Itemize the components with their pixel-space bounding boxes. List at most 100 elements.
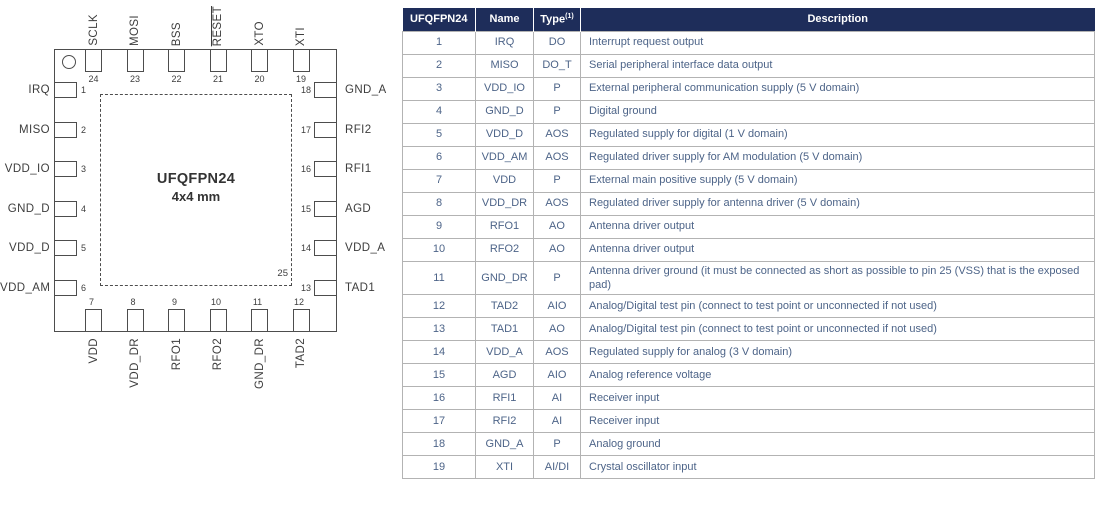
pin-description-cell: Antenna driver ground (it must be connec… [580,260,1095,296]
pin-pad [85,309,102,332]
table-row: 16 RFI1 AI Receiver input [402,386,1095,411]
pin-name-cell: GND_D [475,99,534,124]
pin-label-text: XTI [295,26,307,46]
table-row: 7 VDD P External main positive supply (5 V … [402,168,1095,193]
pin-number-cell: 17 [402,409,476,434]
pin-label: XTO [253,21,267,46]
pin-number: 3 [81,164,87,175]
pin-pad [314,280,337,296]
pin-description-cell: Analog/Digital test pin (connect to test… [580,294,1095,319]
pin-label: RFO2 [211,338,225,370]
table-row: 8 VDD_DR AOS Regulated driver supply for an… [402,191,1095,216]
pin-label: VDD [87,338,101,363]
pin-number-cell: 3 [402,76,476,101]
pin-pad [126,309,144,332]
pin-number-cell: 1 [402,30,476,55]
table-row: 6 VDD_AM AOS Regulated driver supply for AM… [402,145,1095,170]
pin-pad [314,82,337,98]
pin-type-cell: AOS [533,145,581,170]
pin-type-cell: AI [533,386,581,411]
pin-number-cell: 8 [402,191,476,216]
pin-label-text: GND_DR [253,338,266,389]
pin-description-cell: Receiver input [580,386,1095,411]
pin-name-cell: VDD_A [475,340,534,365]
pin-number: 8 [130,297,136,307]
pin-label: RFI2 [345,123,372,136]
pin-label-text: RFO1 [170,338,183,371]
pin-number: 11 [252,297,263,307]
pin-type-cell: AI/DI [533,455,581,480]
pin-label: TAD2 [294,338,308,368]
pin-number: 17 [300,124,311,135]
pin-number: 14 [300,243,311,254]
pin-label-text: TAD2 [295,338,307,369]
pin-name-cell: RFO1 [475,214,534,239]
pin-label: GND_A [345,84,387,96]
pin-type-cell: AOS [533,191,581,216]
package-size: 4x4 mm [171,189,221,204]
pin-number-cell: 7 [402,168,476,193]
pin-number: 10 [210,297,221,307]
header-ufqfpn24: UFQFPN24 [402,8,476,31]
pin-pad [314,161,337,178]
pin-number: 22 [171,74,182,84]
table-row: 9 RFO1 AO Antenna driver output [402,214,1095,239]
header-type-footnote: (1) [565,12,574,20]
pin-name-cell: VDD [475,168,534,193]
pin-name-cell: GND_DR [475,260,534,296]
pin-number: 18 [300,85,311,95]
pin-label-text: SCLK [87,14,100,46]
pin-name-cell: VDD_DR [475,191,534,216]
pin-type-cell: P [533,168,581,193]
pin-number: 21 [212,74,223,84]
pin-number-cell: 15 [402,363,476,388]
pin-name-cell: RFO2 [475,237,534,262]
pin-type-cell: DO_T [533,53,581,78]
pin-number-cell: 6 [402,145,476,170]
pin-description-cell: Analog/Digital test pin (connect to test… [580,317,1095,342]
pin-label-text: VDD [87,338,100,364]
table-row: 18 GND_A P Analog ground [402,432,1095,457]
header-name: Name [475,8,534,31]
pin-name-cell: MISO [475,53,534,78]
pin-label: RFO1 [170,338,184,370]
pin-description-cell: Regulated supply for digital (1 V domain… [580,122,1095,147]
pin-number: 15 [300,203,311,214]
pin-number: 24 [88,74,99,84]
pin-name-cell: VDD_IO [475,76,534,101]
table-row: 13 TAD1 AO Analog/Digital test pin (connect… [402,317,1095,342]
pin-number: 23 [129,74,140,84]
pin-type-cell: DO [533,30,581,55]
pin-pad [251,309,268,332]
pin-number: 9 [171,297,177,307]
pin-label-text: VDD_DR [129,338,141,388]
pin-label: VDD_AM [0,282,51,294]
pin-pad [209,309,227,332]
pin-pad [54,82,77,98]
pin-description-table: UFQFPN24 Name Type(1) Description 1 IRQ DO… [402,8,1095,480]
pin-description-cell: Regulated supply for analog (3 V domain) [580,340,1095,365]
pin-label: GND_D [7,202,50,215]
pin-number: 5 [81,243,87,254]
header-type: Type(1) [533,8,581,31]
pin-name-cell: IRQ [475,30,534,55]
pin-type-cell: AO [533,237,581,262]
pin-label-text: MOSI [129,15,141,46]
pin-description-cell: Analog reference voltage [580,363,1095,388]
table-row: 19 XTI AI/DI Crystal oscillator input [402,455,1095,480]
pin-name-cell: VDD_D [475,122,534,147]
pin-pad [209,49,227,72]
pin-number: 1 [81,85,87,95]
table-row: 3 VDD_IO P External peripheral communicatio… [402,76,1095,101]
pin-number-cell: 11 [402,260,476,296]
chip-body [54,49,337,332]
pin-description-cell: External main positive supply (5 V domai… [580,168,1095,193]
pin-label: SCLK [87,14,101,46]
pin-name-cell: TAD1 [475,317,534,342]
pin-type-cell: AI [533,409,581,434]
pin-type-cell: AO [533,317,581,342]
table-row: 10 RFO2 AO Antenna driver output [402,237,1095,262]
pin-number-cell: 5 [402,122,476,147]
pin-pad [54,161,77,178]
